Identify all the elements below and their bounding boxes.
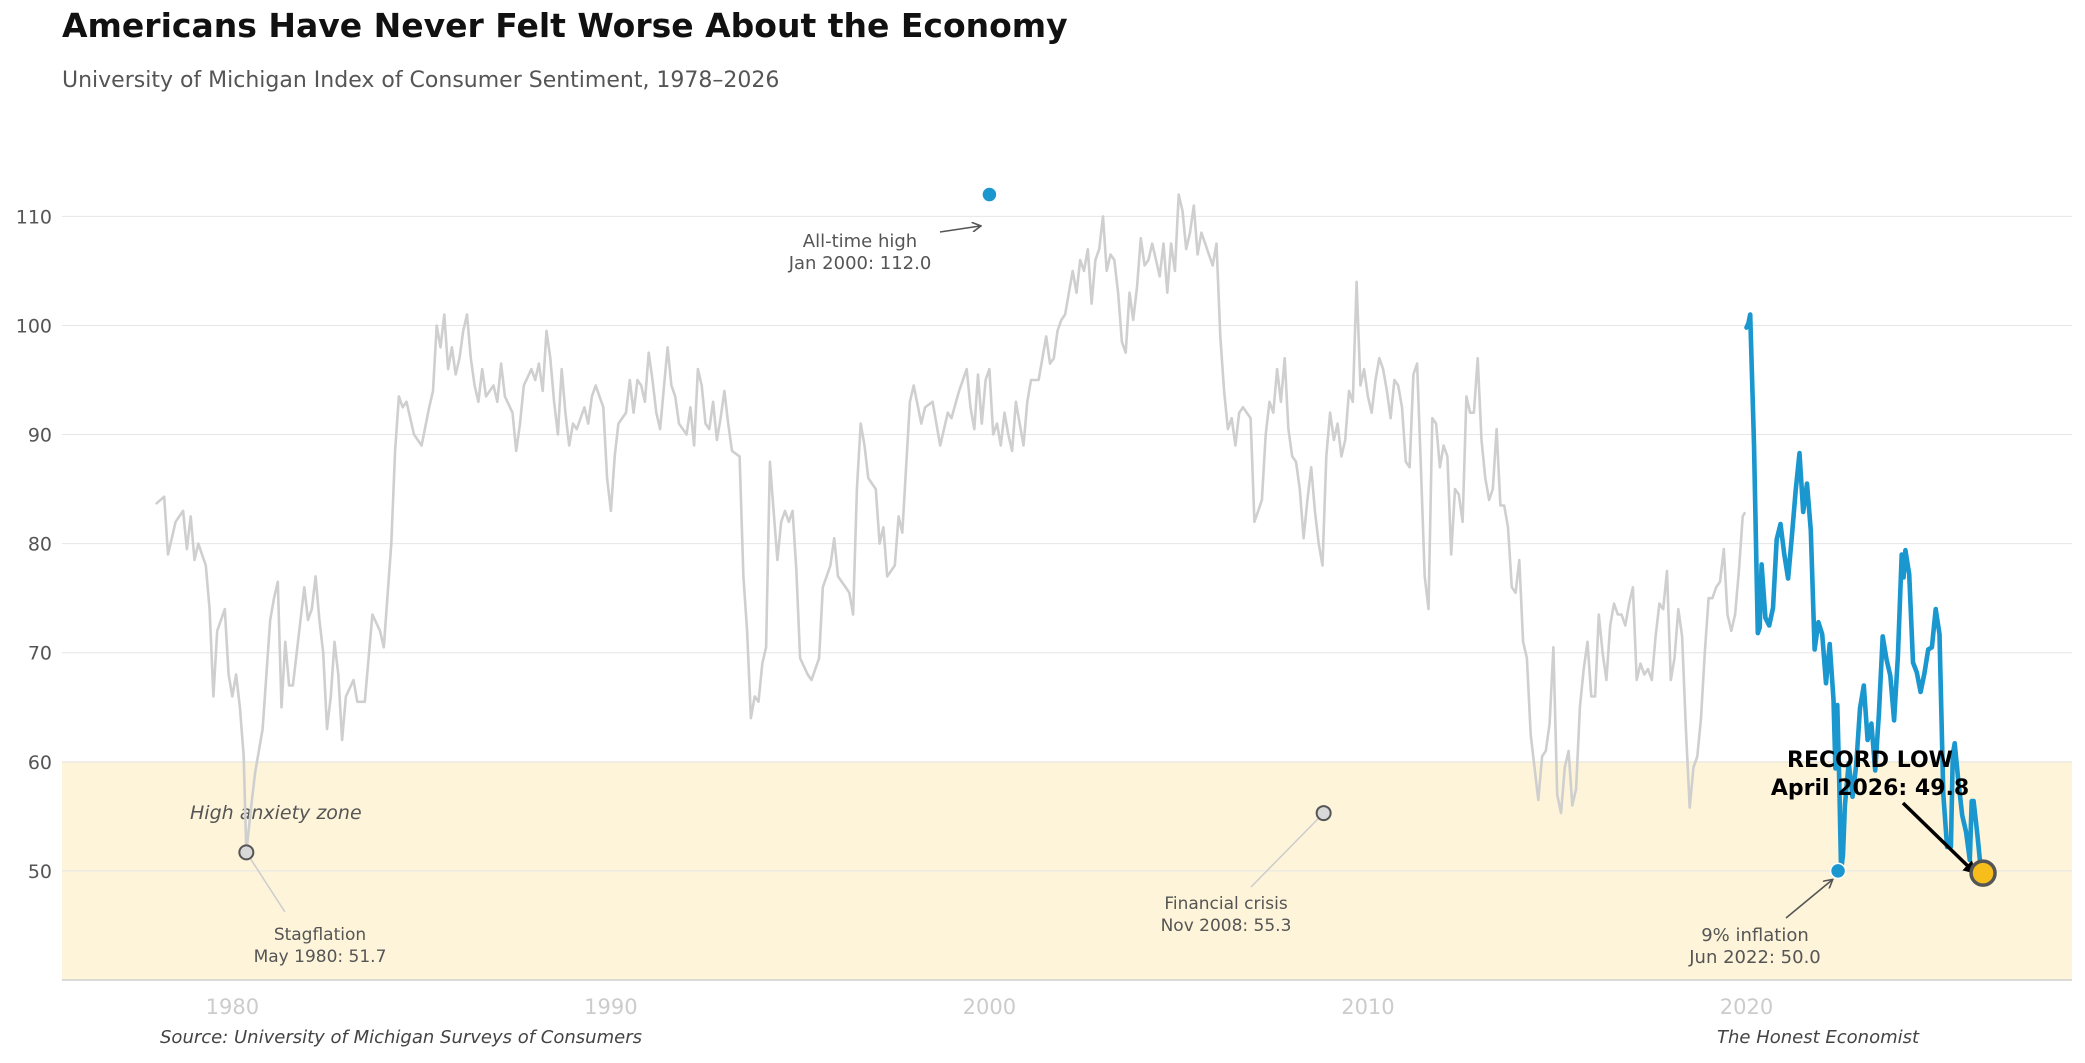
y-tick-label: 100 bbox=[16, 315, 52, 337]
source-note: Source: University of Michigan Surveys o… bbox=[160, 1027, 642, 1048]
annotation-marker-4 bbox=[1829, 862, 1847, 880]
y-tick-label: 90 bbox=[28, 425, 52, 447]
annotation-value-2: Jan 2000: 112.0 bbox=[788, 253, 932, 274]
x-tick-label: 2020 bbox=[1720, 995, 1773, 1019]
series-line-1 bbox=[155, 193, 1746, 854]
x-tick-label: 2000 bbox=[963, 995, 1016, 1019]
x-tick-label: 1990 bbox=[584, 995, 637, 1019]
x-tick-label: 2010 bbox=[1341, 995, 1394, 1019]
chart-subtitle: University of Michigan Index of Consumer… bbox=[62, 68, 780, 93]
y-tick-label: 70 bbox=[28, 643, 52, 665]
annotation-marker-1 bbox=[238, 844, 255, 861]
series-line-2 bbox=[1744, 312, 1984, 876]
annotation-value-4: Jun 2022: 50.0 bbox=[1688, 947, 1821, 968]
y-tick-label: 50 bbox=[28, 861, 52, 883]
annotation-value-3: Nov 2008: 55.3 bbox=[1161, 916, 1292, 936]
y-tick-label: 80 bbox=[28, 534, 52, 556]
annotation-value-5: April 2026: 49.8 bbox=[1771, 776, 1969, 801]
annotation-label-3: Financial crisis bbox=[1164, 894, 1287, 914]
annotation-leader-3 bbox=[1250, 812, 1325, 888]
x-tick-label: 1980 bbox=[206, 995, 259, 1019]
annotation-value-1: May 1980: 51.7 bbox=[254, 947, 387, 967]
chart-title: Americans Have Never Felt Worse About th… bbox=[62, 6, 1068, 45]
annotation-label-5: RECORD LOW bbox=[1787, 748, 1953, 773]
annotation-arrow-5 bbox=[1901, 801, 1977, 875]
annotation-arrow-4 bbox=[1785, 880, 1832, 919]
annotation-leader-1 bbox=[245, 851, 286, 913]
annotation-arrow-2 bbox=[939, 226, 980, 233]
annotation-label-2: All-time high bbox=[803, 231, 917, 252]
annotation-marker-3 bbox=[1315, 805, 1332, 822]
credit-note: The Honest Economist bbox=[1717, 1027, 1920, 1048]
annotation-label-4: 9% inflation bbox=[1701, 925, 1809, 946]
annotation-marker-5 bbox=[1969, 859, 1997, 887]
zone-label: High anxiety zone bbox=[190, 802, 362, 824]
y-tick-label: 110 bbox=[16, 206, 52, 228]
annotation-marker-2 bbox=[981, 186, 998, 203]
y-tick-label: 60 bbox=[28, 752, 52, 774]
annotation-label-1: Stagflation bbox=[274, 925, 366, 945]
